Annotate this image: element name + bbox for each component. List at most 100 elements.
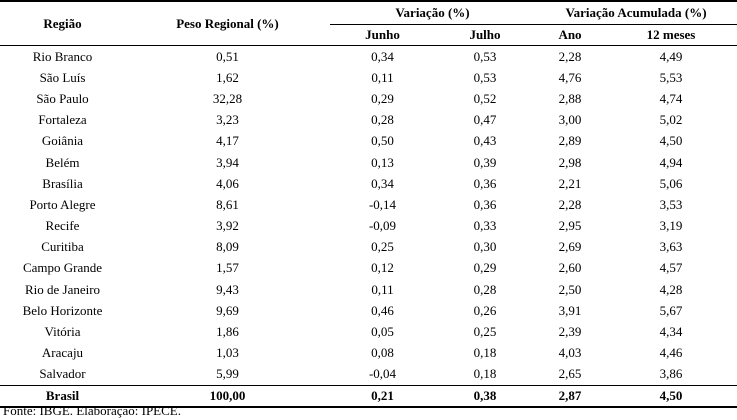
header-junho: Junho bbox=[330, 24, 435, 46]
table-row: Goiânia 4,17 0,50 0,43 2,89 4,50 bbox=[0, 131, 737, 152]
table-row: São Luís 1,62 0,11 0,53 4,76 5,53 bbox=[0, 67, 737, 88]
cell-12-meses: 3,86 bbox=[659, 366, 683, 382]
cell-peso: 1,86 bbox=[216, 324, 239, 340]
cell-regiao: Campo Grande bbox=[22, 260, 103, 276]
table-row: Curitiba 8,09 0,25 0,30 2,69 3,63 bbox=[0, 237, 737, 258]
cell-regiao: São Paulo bbox=[36, 90, 89, 106]
cell-12-meses: 5,67 bbox=[659, 302, 683, 318]
total-cell-12-meses: 4,50 bbox=[605, 385, 737, 408]
cell-12-meses: 3,63 bbox=[659, 239, 683, 255]
total-cell-regiao: Brasil bbox=[0, 385, 125, 408]
cell-julho: 0,33 bbox=[473, 218, 497, 234]
table-row: Aracaju 1,03 0,08 0,18 4,03 4,46 bbox=[0, 343, 737, 364]
cell-regiao: São Luís bbox=[39, 69, 86, 85]
cell-12-meses: 4,57 bbox=[659, 260, 683, 276]
cell-junho: 0,34 bbox=[371, 175, 394, 191]
cell-peso: 32,28 bbox=[212, 90, 243, 106]
table-row: São Paulo 32,28 0,29 0,52 2,88 4,74 bbox=[0, 88, 737, 109]
table-row: Rio de Janeiro 9,43 0,11 0,28 2,50 4,28 bbox=[0, 279, 737, 300]
cell-julho: 0,26 bbox=[473, 302, 497, 318]
cell-julho: 0,52 bbox=[473, 90, 497, 106]
cell-julho: 0,47 bbox=[473, 112, 497, 128]
cell-peso: 3,92 bbox=[216, 218, 239, 234]
cell-junho: 0,46 bbox=[371, 302, 394, 318]
cell-regiao: Porto Alegre bbox=[29, 196, 96, 212]
cell-julho: 0,25 bbox=[473, 324, 497, 340]
cell-ano: 3,91 bbox=[558, 302, 582, 318]
cell-regiao: Fortaleza bbox=[38, 112, 87, 128]
table-row: Belo Horizonte 9,69 0,46 0,26 3,91 5,67 bbox=[0, 300, 737, 321]
cell-ano: 3,00 bbox=[558, 112, 582, 128]
regional-inflation-table: Região Peso Regional (%) Variação (%) Va… bbox=[0, 0, 737, 408]
table-header: Região Peso Regional (%) Variação (%) Va… bbox=[0, 0, 737, 46]
cell-regiao: Salvador bbox=[39, 366, 86, 382]
cell-ano: 2,89 bbox=[558, 133, 582, 149]
cell-junho: -0,14 bbox=[368, 196, 397, 212]
table-row: Brasília 4,06 0,34 0,36 2,21 5,06 bbox=[0, 173, 737, 194]
cell-regiao: Vitória bbox=[44, 324, 81, 340]
cell-ano: 2,98 bbox=[558, 154, 582, 170]
cell-regiao: Belém bbox=[45, 154, 80, 170]
cell-ano: 2,28 bbox=[558, 196, 582, 212]
cell-peso: 9,69 bbox=[216, 302, 239, 318]
header-ano: Ano bbox=[535, 24, 605, 46]
cell-junho: 0,25 bbox=[371, 239, 394, 255]
cell-peso: 1,57 bbox=[216, 260, 239, 276]
cell-peso: 5,99 bbox=[216, 366, 239, 382]
cell-12-meses: 3,53 bbox=[659, 196, 683, 212]
cell-ano: 2,28 bbox=[558, 48, 582, 64]
cell-12-meses: 4,28 bbox=[659, 281, 683, 297]
cell-12-meses: 4,46 bbox=[659, 345, 683, 361]
table-body: Rio Branco 0,51 0,34 0,53 2,28 4,49 São Luís 1,… bbox=[0, 46, 737, 408]
table-row: Rio Branco 0,51 0,34 0,53 2,28 4,49 bbox=[0, 46, 737, 68]
total-cell-peso: 100,00 bbox=[125, 385, 330, 408]
table-row: Recife 3,92 -0,09 0,33 2,95 3,19 bbox=[0, 216, 737, 237]
cell-ano: 2,60 bbox=[558, 260, 582, 276]
table-row: Vitória 1,86 0,05 0,25 2,39 4,34 bbox=[0, 321, 737, 342]
cell-peso: 1,03 bbox=[216, 345, 239, 361]
cell-regiao: Goiânia bbox=[41, 133, 84, 149]
total-cell-junho: 0,21 bbox=[330, 385, 435, 408]
cell-peso: 4,17 bbox=[216, 133, 239, 149]
total-cell-julho: 0,38 bbox=[435, 385, 535, 408]
table-row: Porto Alegre 8,61 -0,14 0,36 2,28 3,53 bbox=[0, 194, 737, 215]
cell-regiao: Rio de Janeiro bbox=[24, 281, 101, 297]
cell-junho: 0,28 bbox=[371, 112, 394, 128]
cell-junho: 0,50 bbox=[371, 133, 394, 149]
cell-junho: 0,11 bbox=[371, 281, 394, 297]
cell-junho: 0,13 bbox=[371, 154, 394, 170]
cell-12-meses: 4,50 bbox=[659, 133, 683, 149]
cell-junho: -0,09 bbox=[368, 218, 397, 234]
cell-regiao: Brasília bbox=[42, 175, 83, 191]
cell-ano: 2,65 bbox=[558, 366, 582, 382]
header-variacao-acumulada: Variação Acumulada (%) bbox=[535, 0, 737, 25]
cell-julho: 0,53 bbox=[473, 69, 497, 85]
header-peso-regional: Peso Regional (%) bbox=[125, 0, 330, 46]
cell-julho: 0,36 bbox=[473, 175, 497, 191]
cell-12-meses: 4,49 bbox=[659, 48, 683, 64]
cell-12-meses: 5,53 bbox=[659, 69, 683, 85]
cell-peso: 8,09 bbox=[216, 239, 239, 255]
cell-regiao: Curitiba bbox=[41, 239, 84, 255]
cell-ano: 2,69 bbox=[558, 239, 582, 255]
cell-julho: 0,53 bbox=[473, 48, 497, 64]
cell-12-meses: 5,02 bbox=[659, 112, 683, 128]
cell-peso: 1,62 bbox=[216, 69, 239, 85]
cell-ano: 2,39 bbox=[558, 324, 582, 340]
cell-regiao: Belo Horizonte bbox=[22, 302, 103, 318]
cell-peso: 3,23 bbox=[216, 112, 239, 128]
header-julho: Julho bbox=[435, 24, 535, 46]
cell-junho: 0,11 bbox=[371, 69, 394, 85]
table-row: Campo Grande 1,57 0,12 0,29 2,60 4,57 bbox=[0, 258, 737, 279]
source-note: Fonte: IBGE. Elaboração: IPECE. bbox=[3, 403, 181, 418]
cell-julho: 0,29 bbox=[473, 260, 497, 276]
cell-junho: 0,08 bbox=[371, 345, 394, 361]
cell-12-meses: 3,19 bbox=[659, 218, 683, 234]
table-row: Belém 3,94 0,13 0,39 2,98 4,94 bbox=[0, 152, 737, 173]
cell-julho: 0,30 bbox=[473, 239, 497, 255]
cell-peso: 0,51 bbox=[216, 48, 239, 64]
cell-julho: 0,18 bbox=[473, 366, 497, 382]
cell-junho: -0,04 bbox=[368, 366, 397, 382]
cell-peso: 4,06 bbox=[216, 175, 239, 191]
